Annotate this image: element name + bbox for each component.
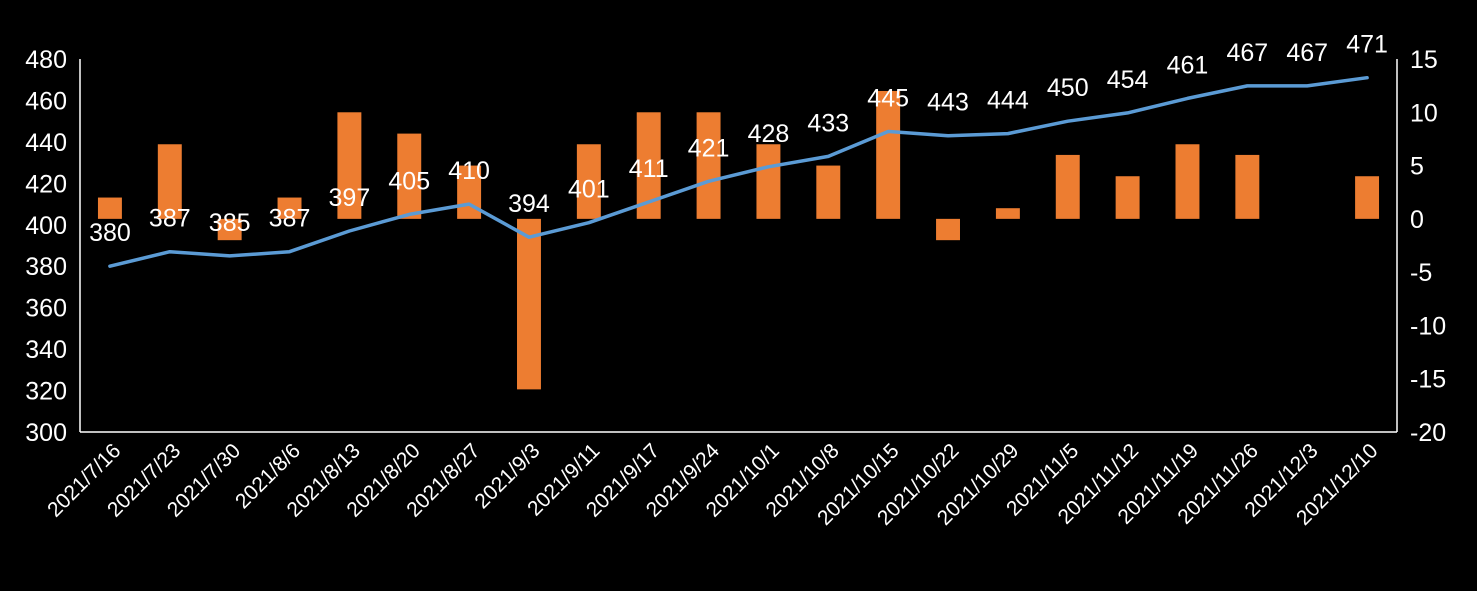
bar: [517, 218, 541, 390]
line-series-level: [108, 75, 1369, 268]
bar: [756, 144, 781, 219]
data-label: 471: [1346, 31, 1388, 59]
axes: 300 320 340 360 380 400 420 440 460 480 -20 -15 -10 -…: [25, 46, 1446, 447]
y-right-tick-label: 5: [1410, 153, 1424, 181]
bar: [277, 197, 302, 219]
data-label: 467: [1286, 39, 1328, 67]
y-right-tick-label: 0: [1410, 206, 1424, 234]
data-label: 445: [867, 85, 909, 113]
bar: [1235, 154, 1260, 219]
bar: [995, 208, 1020, 219]
data-labels: 380 387 385 387 397 405 410 394 401 411 421 428 433 4…: [89, 31, 1388, 248]
line-path: [108, 75, 1369, 268]
y-left-tick-label: 400: [25, 212, 67, 240]
data-label: 397: [329, 184, 371, 212]
y-left-tick-label: 420: [25, 170, 67, 198]
bar: [636, 112, 661, 219]
bar-series-change: [97, 90, 1380, 390]
bar: [576, 144, 601, 219]
data-label: 421: [688, 134, 730, 162]
y-right-tick-label: -15: [1410, 366, 1446, 394]
data-label: 380: [89, 219, 131, 247]
data-label: 387: [269, 205, 311, 233]
bar: [696, 112, 721, 219]
data-label: 467: [1226, 39, 1268, 67]
data-label: 405: [388, 167, 430, 195]
y-right-tick-label: -20: [1410, 419, 1446, 447]
bar: [97, 197, 122, 219]
data-label: 387: [149, 205, 191, 233]
y-left-tick-label: 380: [25, 253, 67, 281]
y-left-tick-label: 320: [25, 378, 67, 406]
data-label: 385: [209, 209, 251, 237]
bar: [217, 218, 242, 241]
x-axis-ticks: 2021/7/162021/7/232021/7/302021/8/62021/…: [43, 439, 1382, 530]
bar: [1355, 176, 1380, 219]
data-label: 411: [629, 155, 669, 183]
bar: [876, 90, 901, 219]
data-label: 450: [1047, 74, 1089, 102]
y-left-tick-label: 340: [25, 336, 67, 364]
bar: [1115, 176, 1140, 219]
bar: [1175, 144, 1200, 219]
y-left-tick-label: 360: [25, 295, 67, 323]
y-right-tick-label: -5: [1410, 259, 1432, 287]
y-left-tick-label: 440: [25, 129, 67, 157]
data-label: 454: [1107, 66, 1149, 94]
bar: [816, 165, 841, 219]
data-label: 443: [927, 89, 969, 117]
y-right-tick-label: 15: [1410, 46, 1438, 74]
data-label: 428: [748, 120, 790, 148]
y-left-tick-label: 460: [25, 87, 67, 115]
bar: [1055, 154, 1080, 219]
data-label: 394: [508, 190, 550, 218]
bar: [337, 112, 362, 219]
data-label: 444: [987, 87, 1029, 115]
y-right-tick-label: -10: [1410, 312, 1446, 340]
bar: [157, 144, 182, 219]
y-left-tick-label: 300: [25, 419, 67, 447]
bar: [936, 218, 960, 241]
data-label: 461: [1167, 51, 1209, 79]
y-left-tick-label: 480: [25, 46, 67, 74]
data-label: 401: [568, 176, 610, 204]
data-label: 433: [807, 109, 849, 137]
y-right-tick-label: 10: [1410, 99, 1438, 127]
bar: [397, 133, 422, 219]
data-label: 410: [448, 157, 490, 185]
